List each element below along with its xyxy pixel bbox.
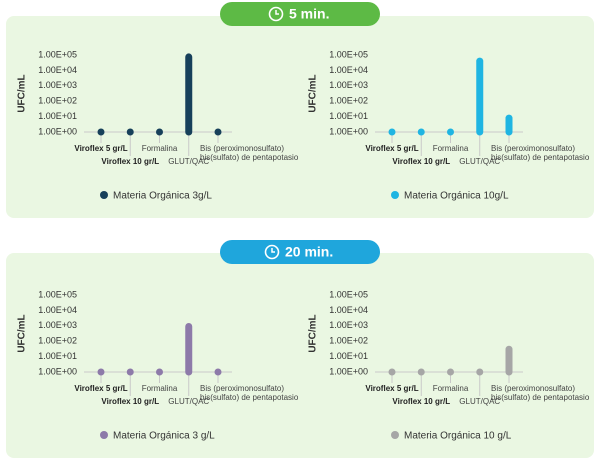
x-tick-label: Viroflex 5 gr/L [365,384,419,393]
x-tick-label: GLUT/QAC [168,397,210,406]
legend-label: Materia Orgánica 3 g/L [113,431,215,442]
y-tick-label: 1.00E+03 [329,320,368,330]
legend-label: Materia Orgánica 3g/L [113,191,212,202]
bar [214,128,222,136]
bar [476,368,484,376]
badge-text: 20 min. [285,244,333,260]
bar [214,368,222,376]
y-tick-label: 1.00E+04 [329,65,368,75]
legend-marker [100,431,108,439]
y-axis-label: UFC/mL [17,314,28,352]
x-tick-label: Viroflex 10 gr/L [392,157,451,166]
x-tick-label: Bis (peroximonosulfato) bis(sulfato) de … [200,144,299,162]
legend-marker [391,191,399,199]
y-axis-label: UFC/mL [308,74,319,112]
clock-hands [271,248,275,253]
x-tick-label: Bis (peroximonosulfato) bis(sulfato) de … [491,144,590,162]
bar [417,128,425,136]
x-tick-label: Formalina [141,144,178,153]
x-tick-label: Formalina [432,144,469,153]
y-axis-label: UFC/mL [17,74,28,112]
legend-marker [391,431,399,439]
clock-icon [264,244,280,260]
bar [185,323,193,376]
x-tick-label: Viroflex 10 gr/L [392,397,451,406]
y-axis-label: UFC/mL [308,314,319,352]
y-tick-label: 1.00E+00 [38,366,77,376]
y-tick-label: 1.00E+00 [38,126,77,136]
x-tick-label: GLUT/QAC [459,157,501,166]
y-tick-label: 1.00E+00 [329,366,368,376]
x-tick-label: Bis (peroximonosulfato) bis(sulfato) de … [491,384,590,402]
y-tick-label: 1.00E+03 [38,320,77,330]
panel [6,16,594,218]
y-tick-label: 1.00E+00 [329,126,368,136]
y-tick-label: 1.00E+04 [38,65,77,75]
legend-label: Materia Orgánica 10g/L [404,191,509,202]
panel [6,253,594,458]
bar [156,128,163,136]
y-tick-label: 1.00E+02 [38,96,77,106]
y-tick-label: 1.00E+04 [329,305,368,315]
badge [220,240,380,264]
badge-text: 5 min. [289,6,329,22]
y-tick-label: 1.00E+02 [329,336,368,346]
bar [126,128,134,136]
legend-label: Materia Orgánica 10 g/L [404,431,512,442]
y-tick-label: 1.00E+03 [329,80,368,90]
bar [388,128,396,136]
y-tick-label: 1.00E+05 [329,289,368,299]
clock-icon [268,6,284,22]
x-tick-label: Viroflex 5 gr/L [365,144,419,153]
y-tick-label: 1.00E+01 [38,351,77,361]
x-tick-label: Viroflex 5 gr/L [74,144,128,153]
y-tick-label: 1.00E+02 [38,336,77,346]
bar [417,368,425,376]
bar [156,368,163,376]
clock-hands [275,10,279,15]
x-tick-label: GLUT/QAC [168,157,210,166]
x-tick-label: Bis (peroximonosulfato) bis(sulfato) de … [200,384,299,402]
x-tick-label: Viroflex 10 gr/L [101,157,160,166]
y-tick-label: 1.00E+01 [38,111,77,121]
x-tick-label: Formalina [432,384,469,393]
bar [185,53,193,136]
bar [505,345,513,376]
x-tick-label: Viroflex 5 gr/L [74,384,128,393]
bar [447,368,454,376]
x-tick-label: Formalina [141,384,178,393]
bar [476,57,484,136]
x-tick-label: Viroflex 10 gr/L [101,397,160,406]
bar [126,368,134,376]
badge [220,2,380,26]
y-tick-label: 1.00E+03 [38,80,77,90]
x-tick-label: GLUT/QAC [459,397,501,406]
y-tick-label: 1.00E+05 [329,49,368,59]
bar [447,128,454,136]
bar [97,368,105,376]
y-tick-label: 1.00E+01 [329,111,368,121]
bar [97,128,105,136]
y-tick-label: 1.00E+02 [329,96,368,106]
y-tick-label: 1.00E+05 [38,49,77,59]
bar [388,368,396,376]
y-tick-label: 1.00E+01 [329,351,368,361]
bar [505,114,513,136]
y-tick-label: 1.00E+05 [38,289,77,299]
legend-marker [100,191,108,199]
y-tick-label: 1.00E+04 [38,305,77,315]
